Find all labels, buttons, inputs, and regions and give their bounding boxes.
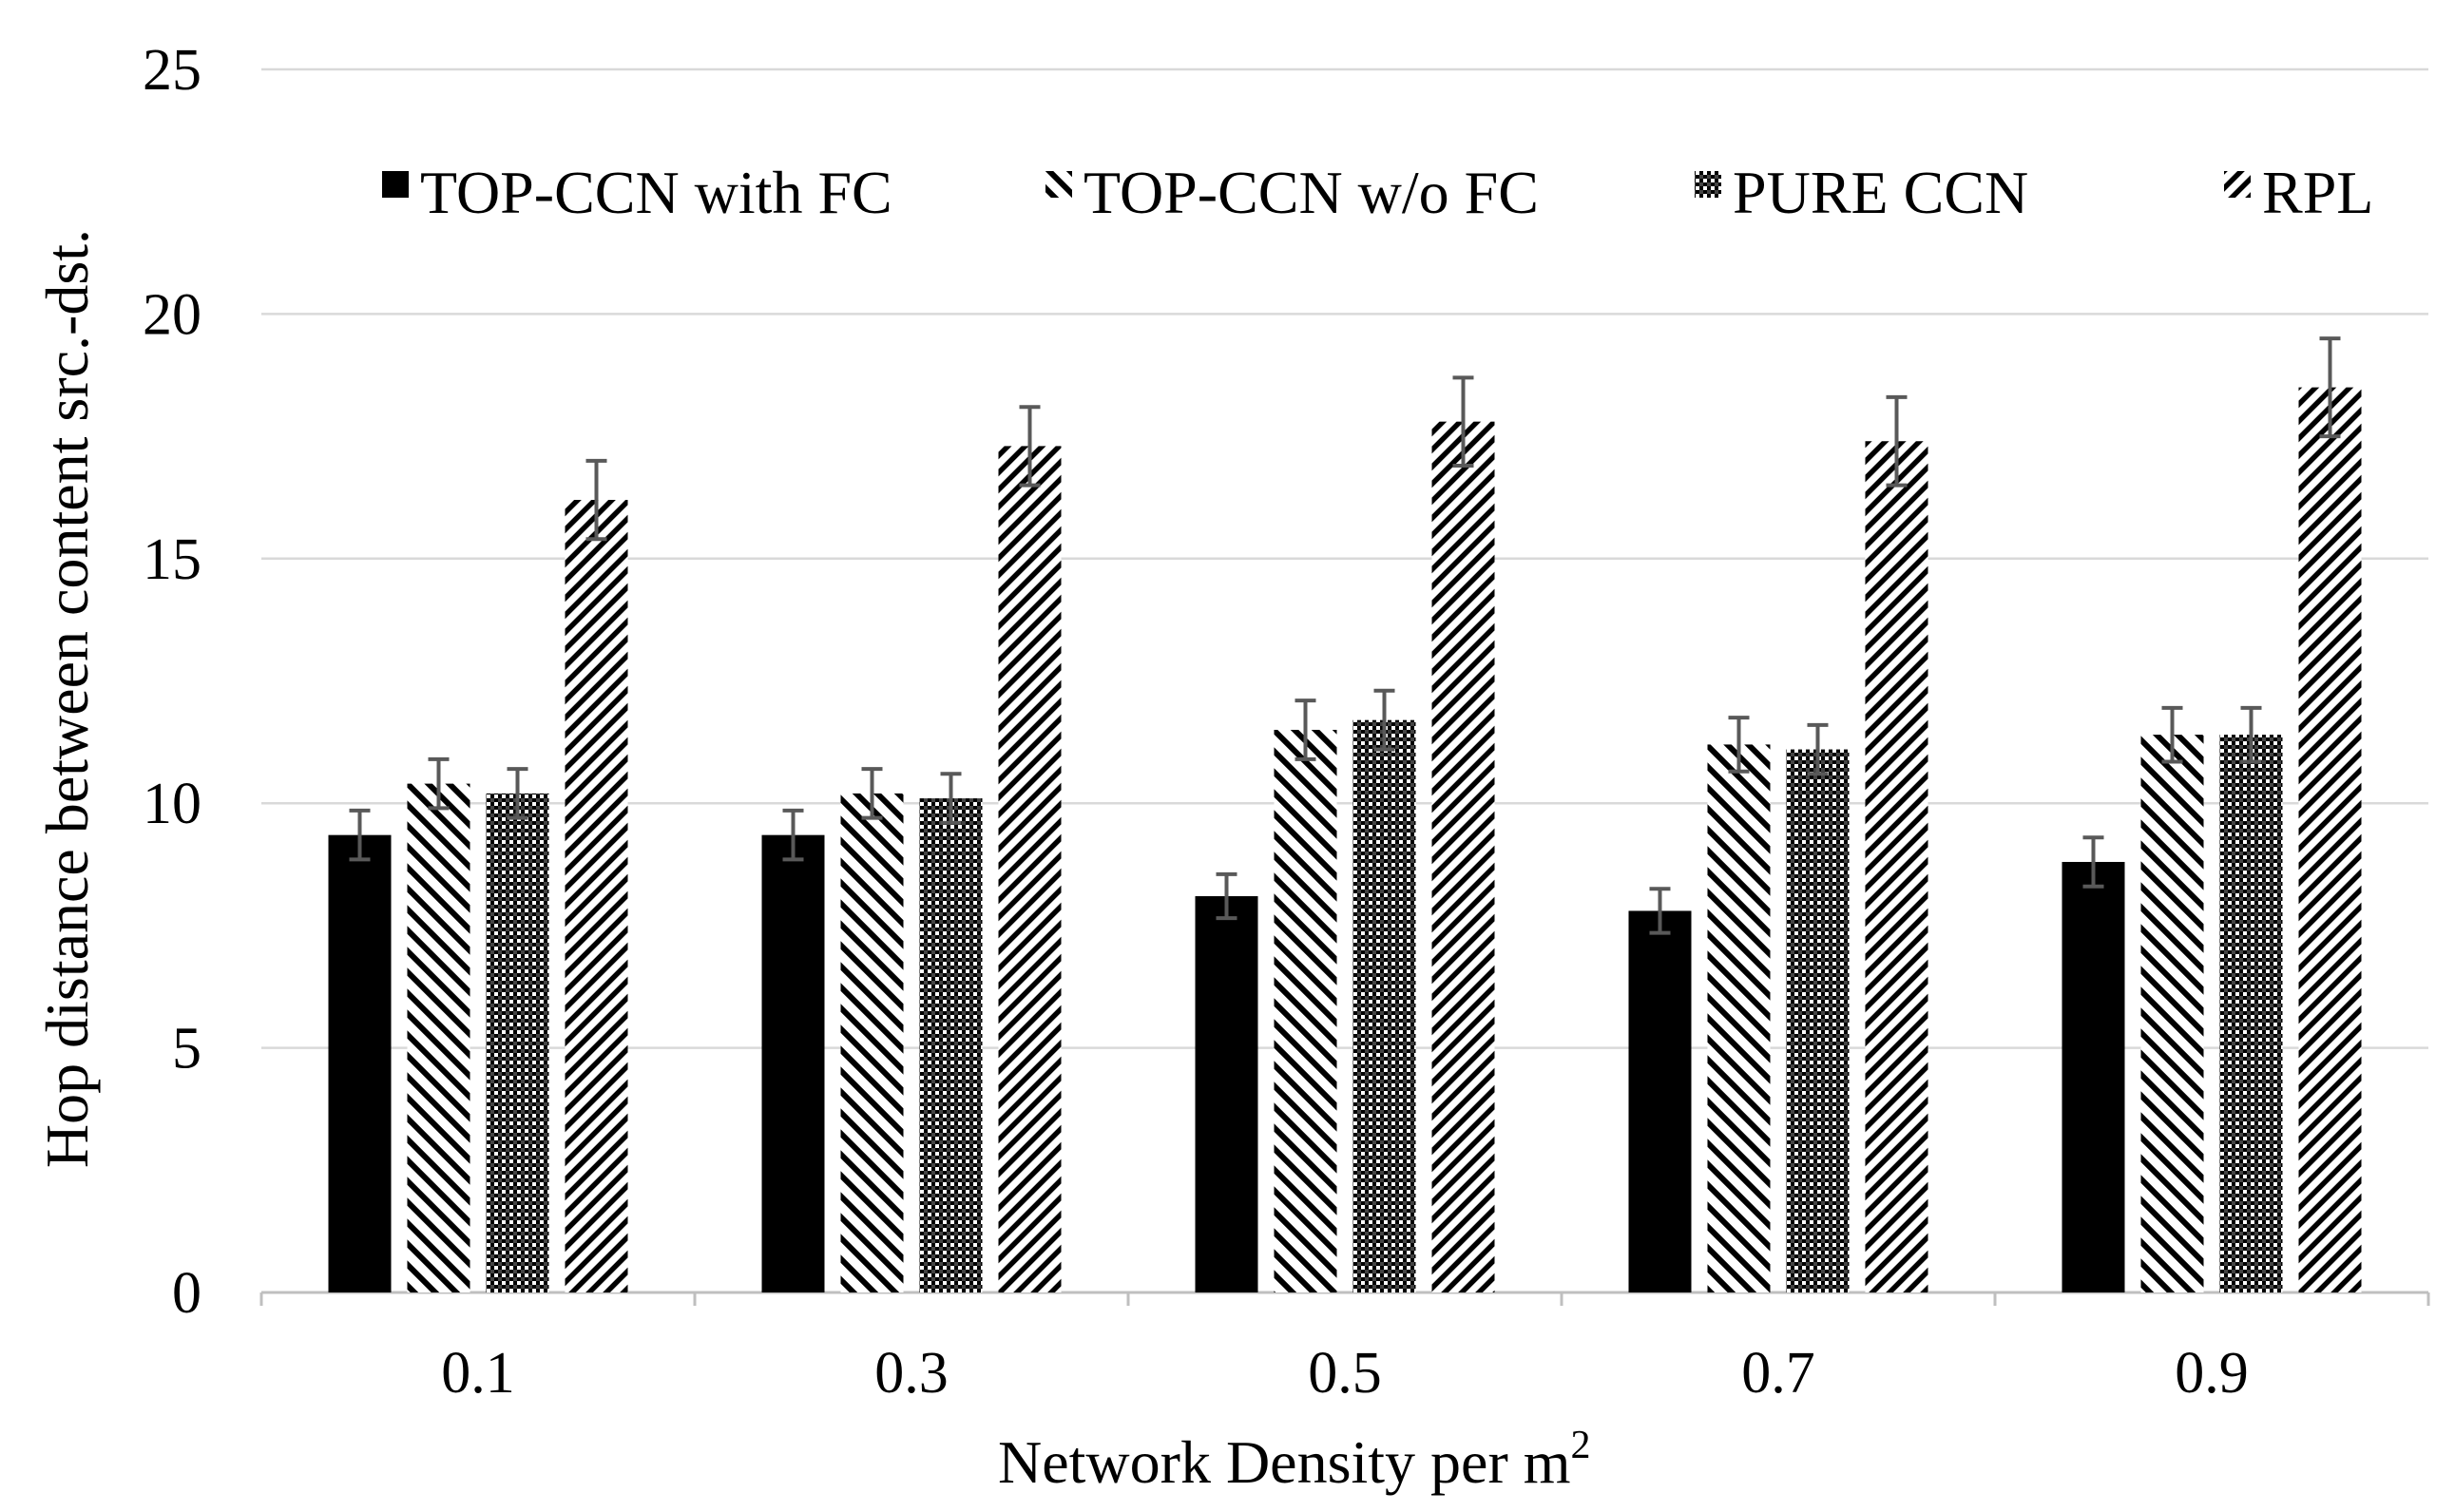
error-bar-4-0.5 xyxy=(1452,375,1474,468)
bar-1-0.1 xyxy=(328,834,392,1292)
error-bar-3-0.5 xyxy=(1373,688,1395,752)
y-tick-label-0: 0 xyxy=(172,1261,201,1326)
y-tick-label-20: 20 xyxy=(143,282,201,347)
bar-1-0.9 xyxy=(2062,861,2125,1292)
bar-2-0.9 xyxy=(2140,735,2204,1292)
error-bar-2-0.7 xyxy=(1728,716,1750,774)
error-bar-3-0.1 xyxy=(507,767,528,820)
legend-label-2: TOP-CCN w/o FC xyxy=(1084,159,1539,226)
bar-2-0.1 xyxy=(407,783,470,1292)
legend-swatch-2 xyxy=(1045,171,1072,198)
error-bars xyxy=(349,336,2341,935)
bar-3-0.9 xyxy=(2219,735,2283,1292)
y-tick-label-15: 15 xyxy=(143,527,201,592)
bar-1-0.7 xyxy=(1628,910,1692,1292)
x-tick-label-0.9: 0.9 xyxy=(2175,1341,2249,1406)
error-bar-2-0.5 xyxy=(1295,699,1316,761)
y-axis-title: Hop distance between content src.-dst. xyxy=(33,229,101,1168)
legend-item-3: PURE CCN xyxy=(1695,159,2028,226)
axes: 0 5 10 15 20 25 0.1 0.3 0.5 0.7 0.9 xyxy=(143,38,2430,1406)
legend: TOP-CCN with FC TOP-CCN w/o FC PURE CCN RPL xyxy=(382,159,2373,226)
y-tick-label-25: 25 xyxy=(143,38,201,103)
x-axis-title-superscript: 2 xyxy=(1571,1424,1591,1467)
error-bar-1-0.1 xyxy=(349,808,371,862)
bar-2-0.3 xyxy=(840,793,904,1292)
bar-4-0.7 xyxy=(1865,441,1928,1292)
error-bar-4-0.3 xyxy=(1019,405,1041,488)
error-bar-2-0.3 xyxy=(861,767,883,820)
error-bar-3-0.7 xyxy=(1807,722,1829,776)
y-tick-label-5: 5 xyxy=(172,1017,201,1081)
error-bar-3-0.9 xyxy=(2240,705,2262,764)
legend-item-2: TOP-CCN w/o FC xyxy=(1045,159,1539,226)
x-tick-label-0.5: 0.5 xyxy=(1308,1341,1382,1406)
error-bar-2-0.1 xyxy=(428,756,450,811)
bar-1-0.5 xyxy=(1195,896,1258,1292)
legend-swatch-1 xyxy=(382,171,409,198)
error-bar-4-0.1 xyxy=(585,458,607,542)
x-tick-label-0.7: 0.7 xyxy=(1741,1341,1815,1406)
error-bar-1-0.9 xyxy=(2082,835,2104,889)
error-bar-1-0.5 xyxy=(1216,871,1237,921)
error-bar-1-0.7 xyxy=(1649,887,1671,935)
error-bar-2-0.9 xyxy=(2161,705,2183,764)
legend-swatch-4 xyxy=(2224,171,2251,198)
bar-3-0.3 xyxy=(919,798,983,1292)
bar-3-0.5 xyxy=(1352,719,1416,1292)
error-bar-3-0.3 xyxy=(940,772,962,825)
legend-label-1: TOP-CCN with FC xyxy=(420,159,892,226)
bar-1-0.3 xyxy=(761,834,825,1292)
bar-4-0.9 xyxy=(2298,387,2362,1292)
legend-item-4: RPL xyxy=(2224,159,2373,226)
bar-4-0.1 xyxy=(565,500,628,1292)
legend-label-4: RPL xyxy=(2262,159,2373,226)
legend-item-1: TOP-CCN with FC xyxy=(382,159,892,226)
x-tick-label-0.1: 0.1 xyxy=(441,1341,515,1406)
bar-3-0.7 xyxy=(1786,749,1850,1292)
bar-2-0.5 xyxy=(1274,729,1337,1292)
error-bar-1-0.3 xyxy=(782,808,804,862)
bars xyxy=(328,387,2362,1292)
x-axis-title: Network Density per m2 xyxy=(998,1424,1591,1496)
bar-4-0.5 xyxy=(1431,421,1495,1292)
legend-label-3: PURE CCN xyxy=(1733,159,2028,226)
error-bar-4-0.7 xyxy=(1886,394,1908,488)
x-tick-label-0.3: 0.3 xyxy=(874,1341,949,1406)
bar-2-0.7 xyxy=(1707,744,1771,1292)
legend-swatch-3 xyxy=(1695,171,1721,198)
error-bar-4-0.9 xyxy=(2319,336,2341,439)
y-tick-label-10: 10 xyxy=(143,772,201,836)
bar-3-0.1 xyxy=(486,793,549,1292)
bar-4-0.3 xyxy=(998,446,1062,1292)
